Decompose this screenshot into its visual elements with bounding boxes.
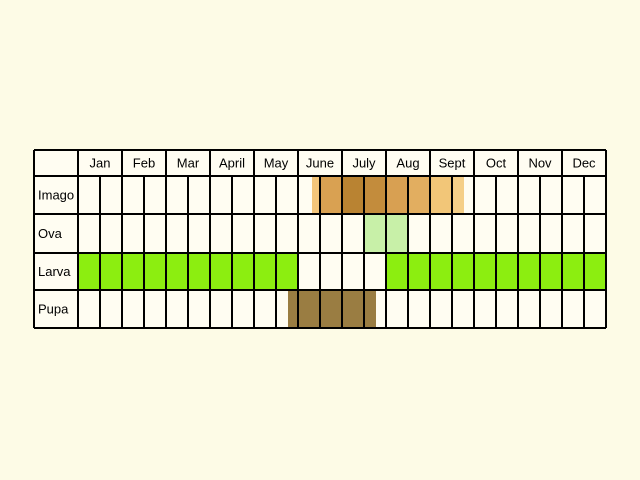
month-label: Aug <box>396 155 419 170</box>
month-label: Nov <box>528 155 552 170</box>
pupa-period <box>288 290 376 328</box>
month-label: Jan <box>90 155 111 170</box>
month-label: Feb <box>133 155 155 170</box>
imago-period <box>312 176 464 214</box>
row-label: Imago <box>38 187 74 202</box>
row-label: Pupa <box>38 301 69 316</box>
month-label: Mar <box>177 155 200 170</box>
month-label: April <box>219 155 245 170</box>
month-label: Dec <box>572 155 596 170</box>
month-label: Oct <box>486 155 507 170</box>
month-label: June <box>306 155 334 170</box>
row-label: Ova <box>38 226 63 241</box>
month-label: July <box>352 155 376 170</box>
row-label: Larva <box>38 264 71 279</box>
month-label: Sept <box>439 155 466 170</box>
month-label: May <box>264 155 289 170</box>
